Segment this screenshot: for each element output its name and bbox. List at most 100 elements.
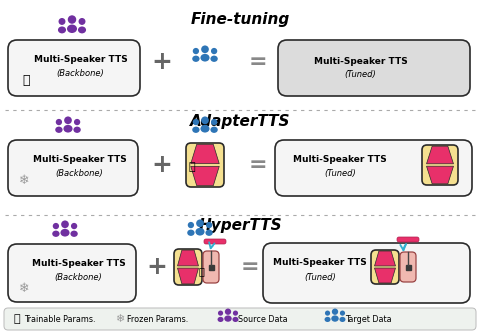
Text: AdapterTTS: AdapterTTS [190,114,290,129]
Ellipse shape [73,126,81,133]
Circle shape [53,223,59,229]
FancyBboxPatch shape [204,239,226,244]
Polygon shape [374,268,396,283]
Polygon shape [427,166,454,184]
Circle shape [225,308,231,315]
Circle shape [188,222,194,228]
Polygon shape [374,251,396,266]
Text: Frozen Params.: Frozen Params. [127,314,188,323]
Ellipse shape [63,125,72,132]
FancyBboxPatch shape [4,308,476,330]
Polygon shape [191,144,219,164]
Bar [208,265,214,270]
FancyBboxPatch shape [186,143,224,187]
FancyBboxPatch shape [263,243,470,303]
Bar [406,265,410,270]
Ellipse shape [339,317,346,322]
Circle shape [201,45,209,53]
Text: (Tuned): (Tuned) [324,169,356,178]
Text: Multi-Speaker TTS: Multi-Speaker TTS [33,155,126,164]
Text: 🔥: 🔥 [22,74,30,87]
FancyBboxPatch shape [203,251,219,283]
Text: Multi-Speaker TTS: Multi-Speaker TTS [293,155,387,164]
Text: (Backbone): (Backbone) [56,169,103,178]
Circle shape [68,15,76,24]
Ellipse shape [224,315,232,322]
Ellipse shape [192,55,200,62]
Ellipse shape [55,126,62,133]
Circle shape [201,117,209,124]
FancyBboxPatch shape [422,145,458,185]
Text: 🔥: 🔥 [198,266,204,276]
Text: Multi-Speaker TTS: Multi-Speaker TTS [34,55,128,64]
Ellipse shape [187,230,194,236]
Text: (Backbone): (Backbone) [57,69,105,78]
Ellipse shape [192,126,200,133]
Ellipse shape [52,231,60,237]
FancyBboxPatch shape [278,40,470,96]
Text: (Tuned): (Tuned) [304,273,336,282]
Circle shape [59,18,65,25]
Circle shape [332,308,338,315]
FancyBboxPatch shape [397,237,419,242]
Circle shape [325,310,330,316]
Ellipse shape [331,315,339,322]
Circle shape [193,119,199,125]
Circle shape [340,310,345,316]
FancyBboxPatch shape [8,140,138,196]
Ellipse shape [205,230,213,236]
Text: =: = [240,257,259,277]
Circle shape [64,117,72,124]
Ellipse shape [210,126,218,133]
Text: ❄: ❄ [19,282,29,294]
Text: 🔥: 🔥 [189,162,195,172]
Circle shape [74,119,80,125]
Circle shape [56,119,62,125]
Text: (Backbone): (Backbone) [55,273,102,282]
FancyBboxPatch shape [8,244,136,302]
Text: ❄: ❄ [19,174,29,187]
Text: Multi-Speaker TTS: Multi-Speaker TTS [32,259,125,268]
Circle shape [193,48,199,54]
Text: +: + [152,153,172,177]
Ellipse shape [210,55,218,62]
FancyBboxPatch shape [371,250,399,284]
Text: =: = [249,52,267,72]
Circle shape [206,222,212,228]
Circle shape [79,18,85,25]
Ellipse shape [201,125,210,132]
Circle shape [196,219,204,227]
Text: (Tuned): (Tuned) [345,70,376,79]
Text: Trainable Params.: Trainable Params. [24,314,96,323]
FancyBboxPatch shape [400,252,416,282]
Circle shape [211,48,217,54]
Text: Source Data: Source Data [238,314,288,323]
Polygon shape [178,250,199,266]
Text: Target Data: Target Data [345,314,392,323]
Ellipse shape [58,27,66,34]
Ellipse shape [78,27,86,34]
Circle shape [61,220,69,228]
FancyBboxPatch shape [174,249,202,285]
Text: +: + [146,255,168,279]
Ellipse shape [195,228,204,235]
Polygon shape [178,268,199,284]
Text: HyperTTS: HyperTTS [198,218,282,233]
FancyBboxPatch shape [8,40,140,96]
FancyBboxPatch shape [275,140,472,196]
Text: +: + [152,50,172,74]
Ellipse shape [71,231,78,237]
Ellipse shape [201,54,210,61]
Text: =: = [249,155,267,175]
Circle shape [71,223,77,229]
Circle shape [233,310,238,316]
Circle shape [218,310,223,316]
Text: Multi-Speaker TTS: Multi-Speaker TTS [273,258,367,267]
Ellipse shape [67,25,77,33]
Ellipse shape [232,317,239,322]
Polygon shape [427,146,454,164]
Ellipse shape [60,229,70,236]
Ellipse shape [217,317,224,322]
Text: Multi-Speaker TTS: Multi-Speaker TTS [314,57,408,66]
Text: ❄: ❄ [115,314,125,324]
